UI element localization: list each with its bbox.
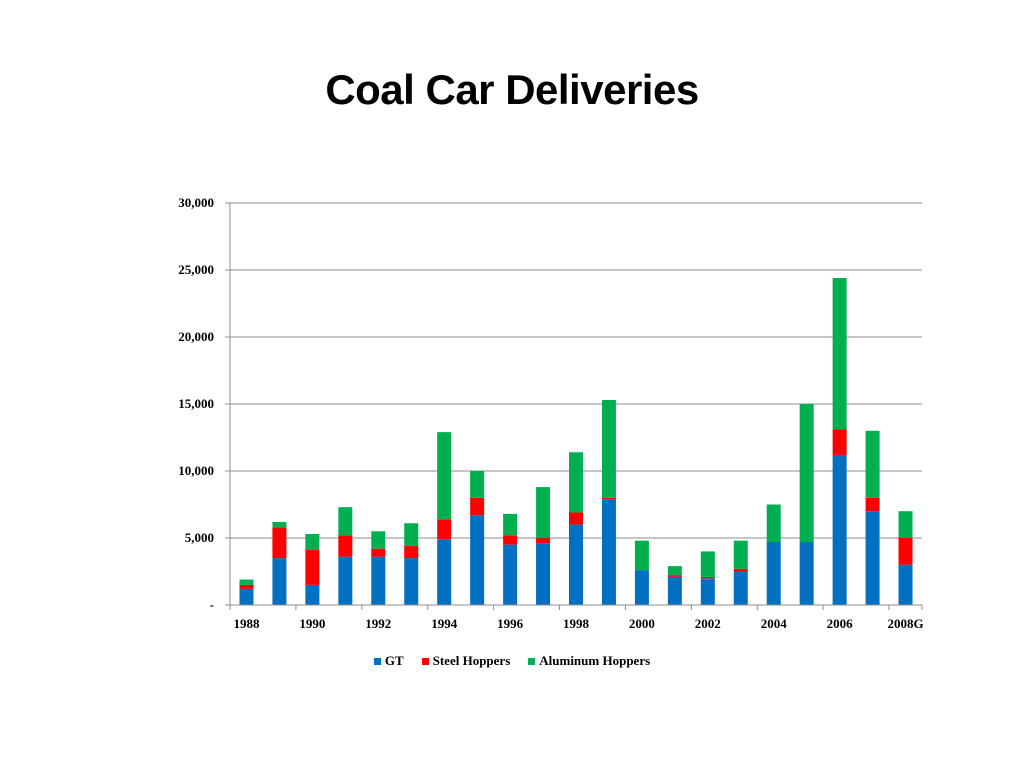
bar-segment-aluminum-hoppers-2004 (766, 504, 781, 543)
bar-segment-aluminum-hoppers-1998 (569, 452, 583, 513)
bar-segment-steel-hoppers-1996 (503, 535, 518, 545)
bar-segment-gt-2007 (865, 511, 880, 605)
bar-segment-aluminum-hoppers-2005 (799, 404, 814, 543)
bar-segment-gt-2004 (766, 542, 781, 605)
bar-segment-gt-1991 (338, 556, 353, 605)
bar-segment-aluminum-hoppers-2001 (667, 566, 682, 576)
bar-segment-gt-2001 (667, 576, 682, 605)
y-tick-label: 5,000 (185, 530, 214, 545)
bar-segment-steel-hoppers-1993 (404, 546, 419, 559)
bar-segment-aluminum-hoppers-1989 (272, 521, 287, 528)
bar-segment-steel-hoppers-2001 (667, 575, 682, 577)
bar-segment-aluminum-hoppers-2000 (634, 540, 649, 571)
bar-segment-steel-hoppers-1989 (272, 527, 287, 559)
bar-segment-gt-2002 (700, 578, 715, 605)
bar-segment-aluminum-hoppers-1988 (239, 579, 254, 585)
bar-segment-aluminum-hoppers-1990 (305, 533, 320, 551)
legend-item-gt: GT (373, 653, 404, 669)
x-tick-label: 2008G (887, 616, 923, 631)
bar-segment-aluminum-hoppers-1991 (338, 507, 353, 536)
bar-segment-aluminum-hoppers-1997 (536, 487, 551, 538)
bar-segment-gt-1996 (503, 544, 518, 605)
bar-segment-aluminum-hoppers-2007 (865, 430, 880, 498)
bar-segment-aluminum-hoppers-2003 (733, 540, 748, 569)
bar-segment-steel-hoppers-1995 (470, 497, 485, 516)
bar-segment-steel-hoppers-1997 (536, 538, 551, 544)
bar-segment-steel-hoppers-2006 (832, 429, 847, 455)
bar-segment-steel-hoppers-2007 (865, 497, 880, 512)
bar-segment-aluminum-hoppers-1996 (503, 513, 518, 536)
y-tick-label: 20,000 (178, 329, 214, 344)
bar-segment-gt-1993 (404, 558, 419, 605)
x-tick-label: 2006 (827, 616, 854, 631)
bar-segment-gt-1994 (437, 539, 452, 605)
bar-segment-gt-2005 (799, 542, 814, 605)
bar-segment-gt-2003 (733, 571, 748, 605)
x-tick-label: 2004 (761, 616, 788, 631)
bar-segment-steel-hoppers-2008G (898, 538, 913, 565)
x-tick-label: 2000 (629, 616, 655, 631)
legend-item-aluminum-hoppers: Aluminum Hoppers (528, 653, 650, 669)
x-tick-label: 1998 (563, 616, 590, 631)
bar-segment-aluminum-hoppers-2002 (700, 551, 715, 577)
tick-labels: - 5,000 10,000 15,000 20,000 25,000 30,000 1988… (178, 195, 923, 631)
bar-segment-gt-2000 (634, 570, 649, 605)
bar-segment-steel-hoppers-1998 (569, 512, 583, 525)
bar-segment-gt-2008G (898, 564, 913, 605)
x-tick-label: 1994 (431, 616, 458, 631)
bar-segment-aluminum-hoppers-2008G (898, 511, 913, 538)
bar-segment-steel-hoppers-1999 (601, 497, 616, 500)
bar-segment-steel-hoppers-1988 (239, 584, 254, 589)
bar-segment-gt-1989 (272, 558, 287, 605)
bar-segment-gt-1998 (569, 524, 583, 605)
bars (239, 278, 913, 605)
legend-label-steel-hoppers: Steel Hoppers (432, 653, 511, 668)
x-tick-label: 1988 (233, 616, 260, 631)
legend: GT Steel Hoppers Aluminum Hoppers (0, 653, 1024, 669)
bar-segment-gt-1990 (305, 584, 320, 605)
bar-segment-gt-1992 (371, 556, 386, 605)
x-tick-label: 1996 (497, 616, 524, 631)
y-tick-label: 25,000 (178, 262, 214, 277)
bar-segment-gt-1988 (239, 588, 254, 605)
legend-swatch-steel-hoppers (421, 657, 429, 665)
y-tick-label: - (210, 597, 214, 612)
y-tick-label: 15,000 (178, 396, 214, 411)
bar-segment-gt-1999 (601, 499, 616, 605)
bar-segment-gt-2006 (832, 454, 847, 605)
bar-segment-aluminum-hoppers-1993 (404, 523, 419, 547)
legend-label-aluminum-hoppers: Aluminum Hoppers (539, 653, 651, 668)
bar-segment-steel-hoppers-1994 (437, 519, 452, 540)
bar-segment-steel-hoppers-2003 (733, 568, 748, 572)
legend-item-steel-hoppers: Steel Hoppers (421, 653, 511, 669)
bar-segment-steel-hoppers-1991 (338, 535, 353, 557)
bar-segment-steel-hoppers-2002 (700, 576, 715, 579)
legend-swatch-gt (373, 657, 381, 665)
bar-segment-steel-hoppers-1992 (371, 548, 386, 557)
bar-segment-aluminum-hoppers-1994 (437, 432, 452, 520)
bar-segment-steel-hoppers-1990 (305, 550, 320, 585)
bar-segment-aluminum-hoppers-1992 (371, 531, 386, 549)
y-tick-label: 10,000 (178, 463, 214, 478)
x-tick-label: 2002 (695, 616, 721, 631)
legend-swatch-aluminum-hoppers (528, 657, 536, 665)
y-tick-label: 30,000 (178, 195, 214, 210)
bar-segment-aluminum-hoppers-1995 (470, 471, 485, 498)
bar-segment-gt-1995 (470, 515, 485, 605)
bar-segment-gt-1997 (536, 543, 551, 605)
x-tick-label: 1990 (299, 616, 325, 631)
x-tick-label: 1992 (365, 616, 391, 631)
bar-segment-aluminum-hoppers-1999 (601, 399, 616, 498)
axes (225, 202, 923, 610)
slide-title: Coal Car Deliveries (325, 66, 699, 113)
bar-segment-aluminum-hoppers-2006 (832, 278, 847, 430)
legend-label-gt: GT (384, 653, 404, 668)
